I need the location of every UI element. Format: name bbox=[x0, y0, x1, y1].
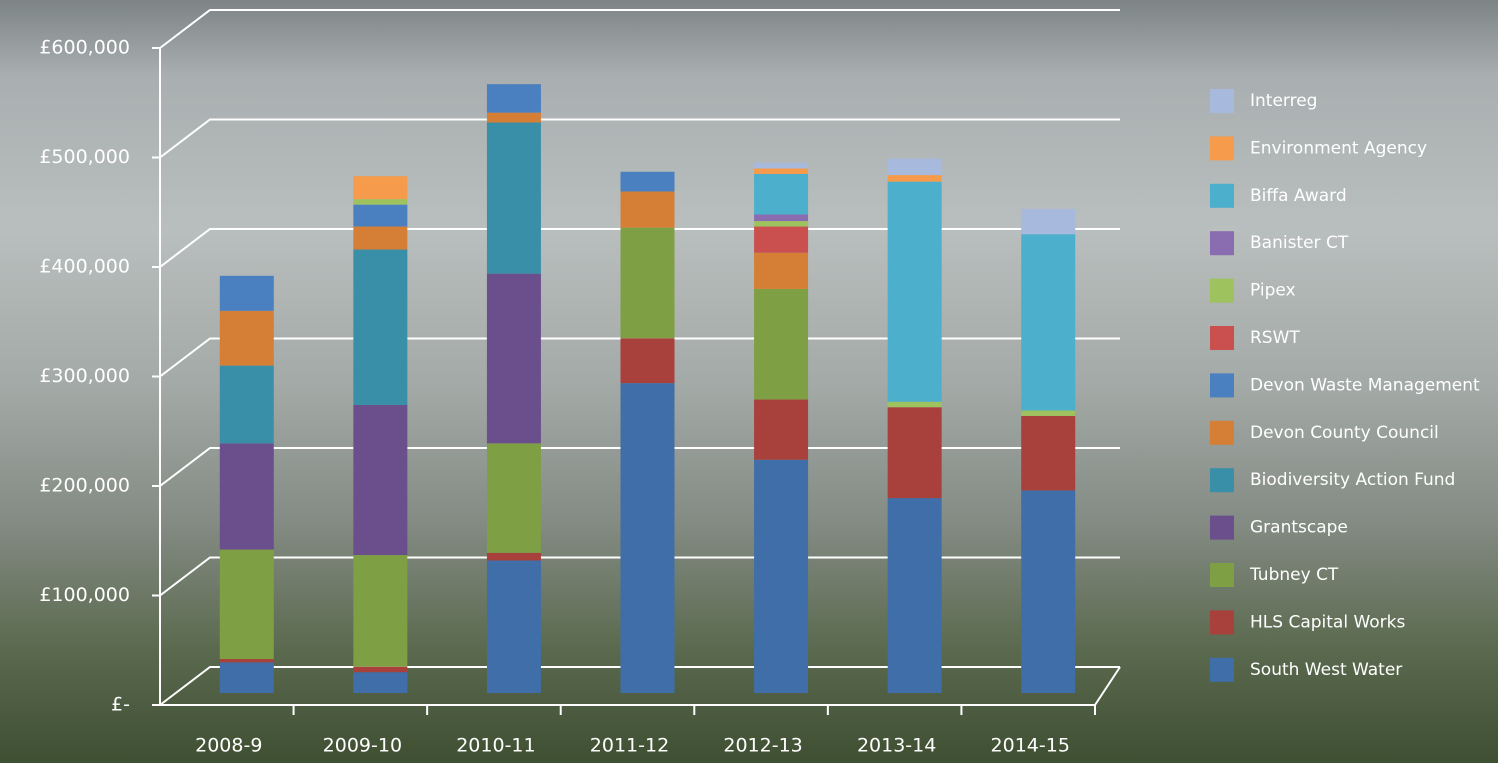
bar-segment bbox=[353, 227, 407, 250]
legend-swatch bbox=[1210, 231, 1234, 255]
bar-segment bbox=[220, 443, 274, 549]
bar-segment bbox=[754, 253, 808, 289]
bar-segment bbox=[353, 205, 407, 227]
legend-label: Pipex bbox=[1250, 281, 1296, 301]
bar-segment bbox=[487, 123, 541, 274]
bar-segment bbox=[353, 199, 407, 204]
bar-segment bbox=[353, 672, 407, 693]
bar-segment bbox=[220, 659, 274, 662]
x-tick-label: 2010-11 bbox=[456, 735, 535, 757]
x-tick-label: 2009-10 bbox=[323, 735, 402, 757]
legend-label: Banister CT bbox=[1250, 233, 1349, 253]
bar-segment bbox=[353, 667, 407, 672]
legend-label: Devon County Council bbox=[1250, 423, 1439, 443]
legend-swatch bbox=[1210, 184, 1234, 208]
bar-segment bbox=[1021, 209, 1075, 234]
legend-label: South West Water bbox=[1250, 660, 1402, 680]
y-tick-label: £- bbox=[111, 694, 130, 716]
bar-segment bbox=[754, 221, 808, 226]
legend-label: Biffa Award bbox=[1250, 186, 1347, 206]
bar-segment bbox=[487, 113, 541, 123]
legend-swatch bbox=[1210, 516, 1234, 540]
legend-label: RSWT bbox=[1250, 328, 1300, 348]
bar-segment bbox=[487, 443, 541, 552]
bar-segment bbox=[754, 174, 808, 215]
legend-swatch bbox=[1210, 279, 1234, 303]
legend-swatch bbox=[1210, 468, 1234, 492]
bar-segment bbox=[754, 227, 808, 253]
legend-swatch bbox=[1210, 421, 1234, 445]
bar-segment bbox=[487, 84, 541, 112]
legend-swatch bbox=[1210, 326, 1234, 350]
legend-swatch bbox=[1210, 563, 1234, 587]
legend-label: HLS Capital Works bbox=[1250, 612, 1406, 632]
bar-segment bbox=[487, 553, 541, 561]
bar-segment bbox=[621, 338, 675, 383]
bar-segment bbox=[220, 366, 274, 444]
legend-swatch bbox=[1210, 373, 1234, 397]
legend-swatch bbox=[1210, 136, 1234, 160]
chart: £- £100,000 £200,000 £300,000 £400,000 £500,0… bbox=[0, 0, 1498, 763]
x-axis-side bbox=[1095, 667, 1120, 705]
bar-segment bbox=[1021, 490, 1075, 693]
y-tick-label: £300,000 bbox=[39, 365, 130, 387]
bar-segment bbox=[487, 274, 541, 444]
bar-segment bbox=[353, 176, 407, 199]
legend-label: Tubney CT bbox=[1249, 565, 1339, 585]
bar-segment bbox=[754, 460, 808, 693]
legend-label: Interreg bbox=[1250, 91, 1317, 111]
bar-segment bbox=[754, 400, 808, 460]
bar-segment bbox=[1021, 234, 1075, 410]
y-tick-label: £500,000 bbox=[39, 146, 130, 168]
bar-segment bbox=[621, 228, 675, 339]
bar-segment bbox=[621, 383, 675, 693]
bar-segment bbox=[888, 182, 942, 402]
bar-segment bbox=[754, 168, 808, 173]
bar-segment bbox=[621, 172, 675, 192]
legend-label: Grantscape bbox=[1250, 518, 1348, 538]
grid-line bbox=[160, 120, 1120, 158]
bar-segment bbox=[220, 662, 274, 693]
legend-label: Devon Waste Management bbox=[1250, 375, 1480, 395]
grid-line bbox=[160, 10, 1120, 48]
bar-segment bbox=[888, 159, 942, 175]
legend-label: Environment Agency bbox=[1250, 138, 1427, 158]
bar-segment bbox=[754, 163, 808, 168]
x-tick-label: 2008-9 bbox=[195, 735, 262, 757]
bar-segment bbox=[621, 191, 675, 227]
legend-swatch bbox=[1210, 658, 1234, 682]
bar-segment bbox=[353, 405, 407, 555]
x-tick-label: 2011-12 bbox=[590, 735, 669, 757]
bar-segment bbox=[888, 498, 942, 693]
bar-segment bbox=[754, 289, 808, 400]
bar-segment bbox=[1021, 410, 1075, 415]
bar-segment bbox=[487, 561, 541, 693]
y-tick-label: £600,000 bbox=[39, 37, 130, 59]
bar-segment bbox=[888, 402, 942, 407]
bar-segment bbox=[220, 311, 274, 366]
bar-segment bbox=[754, 214, 808, 221]
bar-segment bbox=[1021, 416, 1075, 490]
bar-segment bbox=[220, 276, 274, 311]
y-tick-label: £400,000 bbox=[39, 256, 130, 278]
x-tick-label: 2013-14 bbox=[857, 735, 936, 757]
legend-swatch bbox=[1210, 610, 1234, 634]
bar-segment bbox=[353, 250, 407, 405]
bar-segment bbox=[353, 555, 407, 667]
bar-segment bbox=[888, 175, 942, 182]
legend-label: Biodiversity Action Fund bbox=[1250, 470, 1455, 490]
y-tick-label: £100,000 bbox=[39, 584, 130, 606]
y-tick-label: £200,000 bbox=[39, 475, 130, 497]
bar-segment bbox=[888, 407, 942, 498]
x-tick-label: 2012-13 bbox=[723, 735, 802, 757]
page: £- £100,000 £200,000 £300,000 £400,000 £500,0… bbox=[0, 0, 1498, 763]
legend-swatch bbox=[1210, 89, 1234, 113]
bar-segment bbox=[220, 550, 274, 660]
x-tick-label: 2014-15 bbox=[991, 735, 1070, 757]
